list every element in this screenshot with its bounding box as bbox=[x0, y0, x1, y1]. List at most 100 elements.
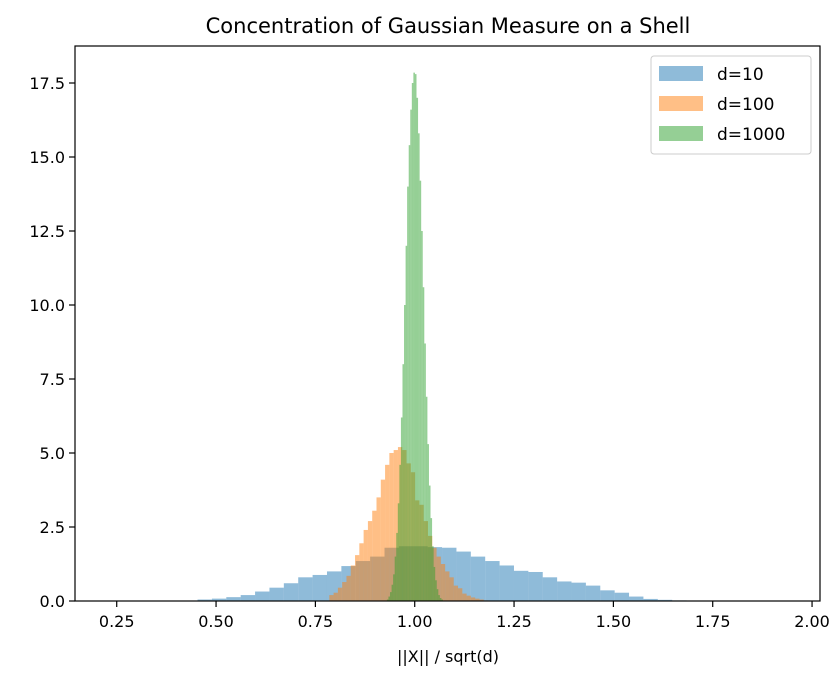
legend-swatch bbox=[659, 126, 703, 141]
histogram-bar bbox=[425, 396, 428, 601]
histogram-bar bbox=[513, 570, 529, 601]
x-tick-label: 0.75 bbox=[298, 612, 334, 631]
histogram-bar bbox=[350, 565, 356, 601]
histogram-bar bbox=[427, 444, 429, 601]
histogram-bar bbox=[466, 595, 471, 601]
series-3 bbox=[386, 72, 443, 602]
legend-swatch bbox=[659, 66, 703, 81]
histogram-bar bbox=[440, 564, 446, 601]
x-tick-label: 1.50 bbox=[596, 612, 632, 631]
legend-swatch bbox=[659, 96, 703, 111]
histogram-bar bbox=[312, 574, 327, 601]
histogram-bar bbox=[355, 555, 360, 601]
legend-label: d=1000 bbox=[717, 125, 785, 145]
histogram-bar bbox=[226, 597, 241, 601]
histogram-bar bbox=[410, 109, 412, 601]
x-tick-label: 1.75 bbox=[695, 612, 731, 631]
legend-label: d=10 bbox=[717, 65, 764, 85]
histogram-bar bbox=[385, 464, 390, 601]
histogram-bar bbox=[380, 479, 386, 601]
histogram-bar bbox=[424, 343, 426, 601]
histogram-bar bbox=[462, 593, 467, 601]
histogram-bar bbox=[283, 583, 299, 601]
x-tick-label: 1.25 bbox=[496, 612, 532, 631]
axes: 0.25 0.50 0.75 1.00 1.25 1.50 1.75 2.00 0.0 2.5 5.… bbox=[29, 45, 830, 631]
histogram-bar bbox=[400, 417, 403, 601]
histogram-bar bbox=[386, 599, 389, 601]
histogram-bar bbox=[428, 485, 431, 601]
histogram-bar bbox=[432, 546, 434, 601]
histogram-bar bbox=[438, 595, 440, 601]
plot-area bbox=[96, 72, 817, 602]
histogram-bar bbox=[269, 587, 284, 601]
histogram-bar bbox=[433, 566, 436, 601]
histogram-bar bbox=[389, 453, 394, 601]
histogram-bar bbox=[388, 596, 391, 601]
y-tick-label: 12.5 bbox=[29, 222, 65, 241]
histogram-bar bbox=[485, 561, 500, 601]
histogram-bar bbox=[346, 575, 351, 601]
x-tick-label: 1.00 bbox=[397, 612, 433, 631]
histogram-bar bbox=[416, 97, 419, 602]
histogram-bar bbox=[255, 591, 270, 601]
histogram-bar bbox=[453, 585, 459, 601]
histogram-bar bbox=[600, 590, 615, 601]
histogram-bar bbox=[391, 584, 394, 601]
x-tick-label: 0.50 bbox=[198, 612, 234, 631]
histogram-bar bbox=[407, 186, 409, 601]
histogram-bar bbox=[393, 450, 398, 601]
histogram-bar bbox=[390, 592, 392, 601]
histogram-bar bbox=[240, 595, 256, 601]
histogram-bar bbox=[430, 518, 433, 601]
histogram-bar bbox=[614, 592, 630, 601]
histogram-bar bbox=[394, 556, 397, 601]
histogram-bar bbox=[342, 582, 347, 601]
histogram-bar bbox=[298, 577, 313, 601]
histogram-bar bbox=[436, 589, 439, 601]
histogram-bar bbox=[585, 585, 601, 601]
histogram-bar bbox=[643, 598, 658, 601]
histogram-bar bbox=[421, 231, 423, 601]
histogram-bar bbox=[372, 510, 377, 601]
histogram-bar bbox=[376, 497, 381, 601]
histogram-bar bbox=[458, 588, 463, 601]
histogram-bar bbox=[393, 574, 395, 601]
histogram-bar bbox=[367, 521, 373, 601]
histogram-bar bbox=[413, 72, 415, 601]
histogram-bar bbox=[435, 580, 437, 601]
histogram-bar bbox=[396, 532, 398, 601]
histogram-bar bbox=[333, 592, 338, 601]
histogram-bar bbox=[359, 543, 364, 601]
histogram-bar bbox=[399, 464, 401, 601]
histogram-bar bbox=[436, 556, 441, 601]
histogram-bar bbox=[449, 577, 454, 601]
histogram-bar bbox=[402, 364, 405, 601]
histogram-bar bbox=[211, 598, 227, 601]
histogram-bar bbox=[571, 582, 586, 601]
histogram-bar bbox=[479, 599, 484, 601]
histogram-bar bbox=[337, 587, 343, 601]
histogram-bar bbox=[363, 529, 368, 601]
histogram-bar bbox=[405, 245, 408, 602]
histogram-bar bbox=[419, 180, 422, 601]
histogram-bar bbox=[411, 83, 414, 601]
y-tick-label: 5.0 bbox=[40, 444, 65, 463]
x-tick-label: 2.00 bbox=[794, 612, 830, 631]
histogram-bar bbox=[418, 133, 420, 601]
histogram-bar bbox=[470, 597, 476, 601]
y-tick-label: 15.0 bbox=[29, 148, 65, 167]
chart-title: Concentration of Gaussian Measure on a S… bbox=[206, 14, 691, 38]
histogram-bar bbox=[404, 305, 406, 601]
histogram-bar bbox=[422, 287, 425, 601]
histogram-bar bbox=[441, 599, 443, 601]
plot-frame bbox=[74, 45, 821, 602]
histogram-bar bbox=[542, 577, 558, 601]
y-tick-label: 17.5 bbox=[29, 74, 65, 93]
histogram-bar bbox=[475, 598, 480, 601]
histogram-bar bbox=[528, 571, 543, 601]
histogram-bar bbox=[329, 595, 334, 601]
histogram-bar bbox=[445, 571, 450, 601]
y-tick-label: 10.0 bbox=[29, 296, 65, 315]
histogram-bar bbox=[197, 599, 212, 601]
